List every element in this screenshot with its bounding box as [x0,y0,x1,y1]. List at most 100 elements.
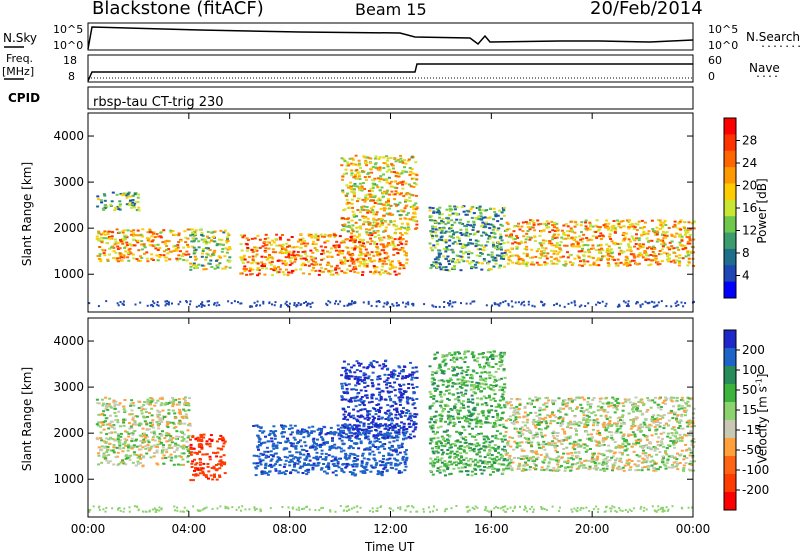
data-cell [446,248,450,251]
data-cell [308,273,311,276]
data-cell [332,459,336,462]
data-cell [344,218,347,220]
data-cell [482,246,486,249]
data-cell [494,262,498,265]
data-cell [360,185,364,188]
data-cell [123,229,127,232]
data-cell [374,166,378,169]
data-cell [189,234,193,237]
data-cell [136,193,140,196]
ground-scatter-cell [309,305,312,308]
data-cell [262,472,266,475]
ground-scatter-cell [240,302,243,305]
data-cell [517,222,520,225]
data-cell [405,192,409,195]
data-cell [393,464,397,467]
data-cell [612,220,616,222]
data-cell [366,251,370,254]
data-cell [378,364,382,367]
data-cell [576,241,580,244]
data-cell [375,462,379,465]
data-cell [380,474,384,477]
data-cell [151,423,155,426]
data-cell [471,229,475,231]
data-cell [630,223,634,226]
data-cell [437,238,441,241]
data-cell [124,250,128,253]
data-cell [182,252,186,255]
data-cell [193,255,197,258]
ground-scatter-cell [213,303,215,306]
data-cell [320,235,324,238]
data-cell [394,228,398,231]
data-cell [394,458,398,461]
power-heatmap [88,154,696,308]
ground-scatter-cell [329,301,332,304]
data-cell [131,433,135,436]
data-cell [402,265,406,268]
data-cell [257,455,261,458]
data-cell [113,407,117,410]
data-cell [451,259,455,262]
data-cell [303,264,307,267]
data-cell [369,470,373,473]
data-cell [178,408,182,411]
data-cell [293,260,297,263]
data-cell [271,257,275,260]
data-cell [488,374,491,377]
data-cell [650,239,654,242]
data-cell [570,229,574,232]
data-cell [436,469,440,472]
data-cell [462,404,465,407]
data-cell [402,407,405,409]
data-cell [220,464,223,467]
data-cell [129,199,132,202]
data-cell [132,444,136,447]
data-cell [488,351,492,354]
data-cell [298,431,301,433]
data-cell [309,445,313,448]
data-cell [486,262,490,265]
data-cell [282,435,286,438]
data-cell [474,245,478,248]
data-cell [384,359,388,362]
data-cell [268,261,272,264]
data-cell [189,268,193,271]
data-cell [391,386,395,389]
ground-scatter-cell [121,302,124,305]
ground-scatter-cell [339,300,342,303]
data-cell [477,261,481,264]
data-cell [123,442,127,445]
data-cell [349,416,353,419]
data-cell [156,409,160,412]
cpid-label: CPID [8,91,41,105]
data-cell [373,259,377,262]
data-cell [368,257,372,260]
data-cell [204,258,208,261]
data-cell [525,253,529,255]
data-cell [494,459,498,462]
data-cell [641,246,645,249]
data-cell [406,229,409,232]
data-cell [144,411,148,413]
data-cell [259,452,263,455]
data-cell [365,265,369,268]
data-cell [650,219,654,222]
data-cell [313,247,317,250]
data-cell [373,271,377,274]
data-cell [390,373,394,376]
data-cell [408,433,412,436]
data-cell [333,458,337,461]
data-cell [201,467,205,470]
data-cell [460,258,464,261]
data-cell [568,254,572,257]
data-cell [447,269,451,272]
data-cell [687,257,691,260]
data-cell [135,445,139,448]
cpid-panel-frame [87,86,694,110]
data-cell [599,237,603,240]
data-cell [447,260,451,263]
data-cell [184,241,188,244]
data-cell [399,391,403,394]
data-cell [400,444,404,447]
